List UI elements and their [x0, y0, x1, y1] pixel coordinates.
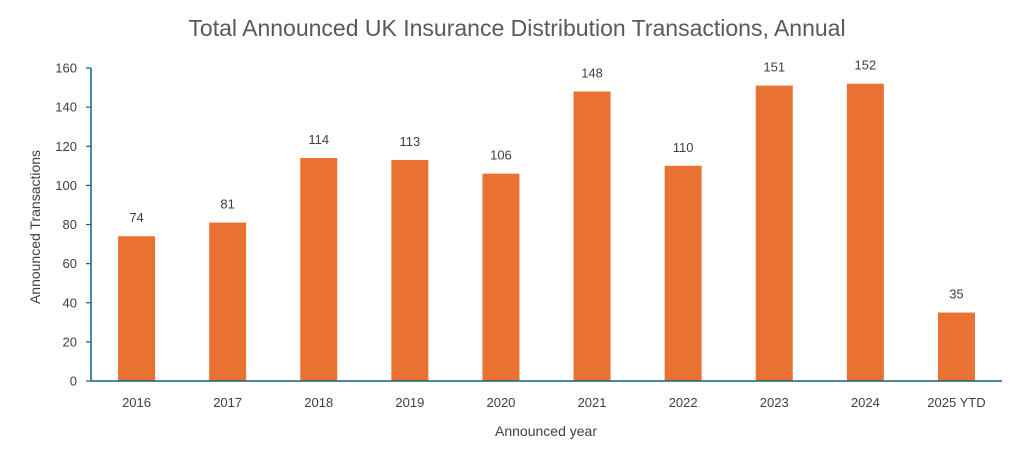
x-tick-label: 2017: [213, 395, 242, 410]
y-tick-label: 40: [63, 295, 77, 310]
x-tick-label: 2021: [578, 395, 607, 410]
x-tick-label: 2022: [669, 395, 698, 410]
y-axis-title: Announced Transactions: [27, 150, 43, 304]
data-label: 110: [673, 140, 694, 155]
x-tick-label: 2020: [486, 395, 515, 410]
x-tick-label: 2018: [304, 395, 333, 410]
chart-title: Total Announced UK Insurance Distributio…: [188, 15, 845, 41]
y-tick-label: 140: [55, 100, 77, 115]
bar-series: [118, 83, 975, 382]
data-labels: 74 81 114 113 106 148 110 151 152 35: [129, 58, 963, 302]
x-tick-label: 2025 YTD: [927, 395, 985, 410]
y-tick-label: 60: [63, 256, 77, 271]
x-tick-label: 2019: [395, 395, 424, 410]
bar-2019: [391, 159, 429, 381]
bar-2022: [664, 165, 702, 381]
x-tick-label: 2023: [760, 395, 789, 410]
bar-2018: [300, 157, 338, 381]
y-tick-label: 100: [55, 178, 77, 193]
data-label: 74: [129, 210, 143, 225]
bar-2021: [573, 91, 611, 381]
data-label: 35: [949, 287, 963, 302]
y-tick-label: 20: [63, 334, 77, 349]
data-label: 152: [854, 58, 876, 73]
bar-2024: [846, 83, 884, 382]
bar-2016: [118, 236, 156, 381]
data-label: 151: [763, 60, 785, 75]
data-label: 114: [308, 132, 329, 147]
data-label: 113: [399, 134, 420, 149]
data-label: 148: [581, 65, 603, 80]
y-tick-label: 0: [70, 374, 77, 389]
bar-2025-ytd: [937, 312, 975, 381]
x-tick-label: 2016: [122, 395, 151, 410]
y-tick-label: 160: [55, 61, 77, 76]
x-axis-title: Announced year: [495, 423, 597, 439]
data-label: 81: [220, 197, 234, 212]
y-axis-tick-labels: 0 20 40 60 80 100 120 140 160: [55, 61, 91, 389]
x-tick-label: 2024: [851, 395, 880, 410]
data-label: 106: [490, 148, 512, 163]
y-tick-label: 120: [55, 139, 77, 154]
bar-2023: [755, 85, 793, 381]
bar-2020: [482, 173, 520, 381]
y-tick-label: 80: [63, 217, 77, 232]
bar-2017: [209, 222, 247, 381]
x-axis-tick-labels: 2016 2017 2018 2019 2020 2021 2022 2023 2024 2025…: [122, 395, 986, 410]
